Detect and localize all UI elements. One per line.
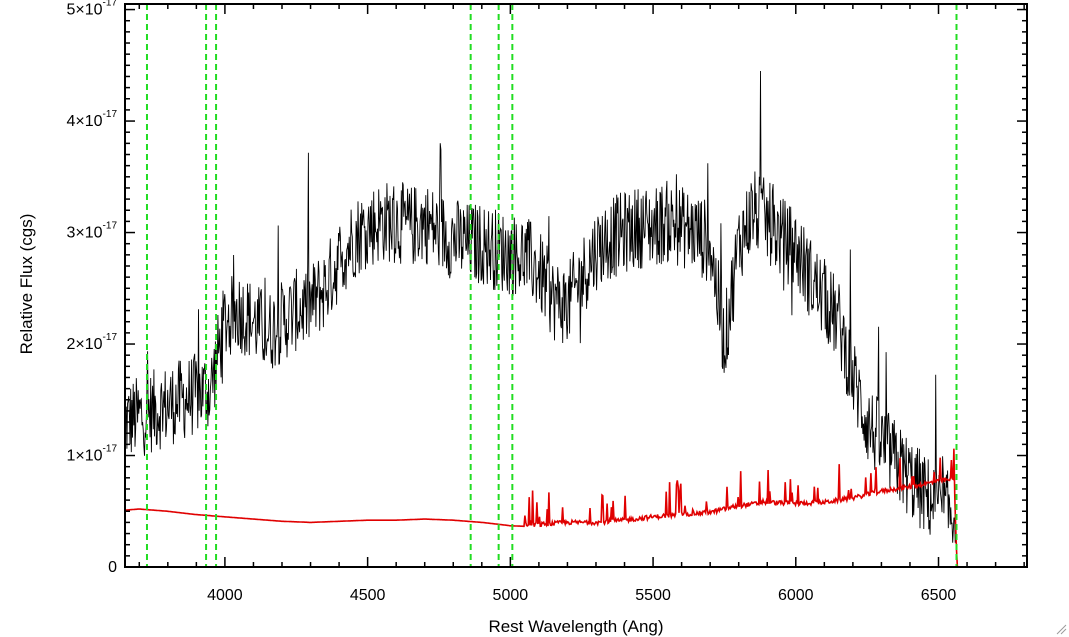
plot-area <box>124 3 1028 568</box>
plot-border <box>124 3 1028 568</box>
x-tick-label: 6500 <box>921 587 957 604</box>
plot-frame <box>124 3 1028 568</box>
series-black-spectrum <box>124 70 956 543</box>
series-black-line <box>124 70 956 543</box>
series-red-spectrum <box>125 448 1027 568</box>
y-axis-title: Relative Flux (cgs) <box>17 214 36 355</box>
x-tick-label: 5500 <box>635 587 671 604</box>
series-red-line <box>125 448 1027 568</box>
y-tick-label: 4×10-17 <box>67 109 118 130</box>
y-tick-label: 3×10-17 <box>67 221 118 242</box>
y-tick-label: 2×10-17 <box>67 332 118 353</box>
x-tick-labels: 4000 4500 5000 5500 6000 6500 <box>207 587 956 604</box>
y-tick-labels: 0 1×10-17 2×10-17 3×10-17 4×10-17 5×10-17 <box>67 0 118 576</box>
y-tick-label: 5×10-17 <box>67 0 118 19</box>
x-tick-label: 5000 <box>493 587 529 604</box>
x-tick-label: 4000 <box>207 587 243 604</box>
x-axis-title: Rest Wavelength (Ang) <box>488 617 663 636</box>
resize-grip-icon[interactable] <box>1055 623 1067 635</box>
x-tick-label: 4500 <box>350 587 386 604</box>
y-tick-label: 1×10-17 <box>67 444 118 465</box>
y-tick-label: 0 <box>108 559 117 576</box>
emission-line-markers <box>145 4 958 567</box>
axis-ticks <box>125 4 1027 568</box>
x-tick-label: 6000 <box>778 587 814 604</box>
